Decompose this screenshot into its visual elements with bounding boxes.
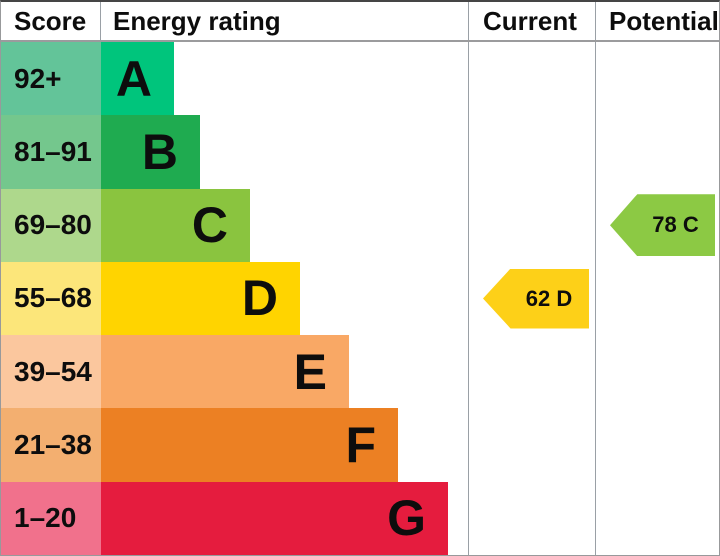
band-bar: E — [101, 335, 349, 409]
band-score-range: 55–68 — [1, 261, 101, 336]
band-row: 69–80 C — [1, 188, 468, 262]
band-bar: A — [101, 42, 174, 116]
band-letter: E — [293, 343, 327, 400]
band-bar-area: D — [101, 261, 468, 336]
band-bar-area: A — [101, 42, 468, 116]
header-current: Current — [468, 2, 595, 40]
chart-body: 92+ A 81–91 B 69–80 C 55–68 D — [1, 42, 719, 555]
potential-rating-label: 78 C — [652, 212, 699, 238]
band-letter: A — [115, 50, 152, 107]
chart-header: Score Energy rating Current Potential — [1, 2, 719, 42]
band-letter: G — [387, 490, 426, 547]
header-energy-rating: Energy rating — [113, 5, 281, 36]
band-letter: C — [191, 197, 228, 254]
header-potential: Potential — [595, 2, 719, 40]
potential-rating-arrow: 78 C — [610, 194, 715, 257]
band-bar: B — [101, 115, 200, 189]
band-bar-area: C — [101, 188, 468, 262]
band-row: 39–54 E — [1, 335, 468, 409]
current-column: 62 D — [468, 42, 595, 555]
band-bar: G — [101, 481, 448, 555]
band-row: 92+ A — [1, 42, 468, 116]
band-letter: F — [345, 417, 376, 474]
band-letter: D — [241, 270, 278, 327]
band-score-range: 92+ — [1, 42, 101, 116]
band-bar: C — [101, 188, 250, 262]
band-row: 55–68 D — [1, 261, 468, 336]
current-rating-arrow: 62 D — [483, 268, 589, 329]
band-bar-area: F — [101, 408, 468, 482]
band-row: 1–20 G — [1, 481, 468, 555]
band-bar-area: E — [101, 335, 468, 409]
band-bar-area: G — [101, 481, 468, 555]
potential-column: 78 C — [595, 42, 719, 555]
header-score: Score — [1, 2, 101, 40]
band-score-range: 81–91 — [1, 115, 101, 189]
band-score-range: 39–54 — [1, 335, 101, 409]
band-score-range: 21–38 — [1, 408, 101, 482]
band-letter: B — [141, 123, 178, 180]
band-score-range: 1–20 — [1, 481, 101, 555]
band-row: 81–91 B — [1, 115, 468, 189]
band-row: 21–38 F — [1, 408, 468, 482]
band-bar-area: B — [101, 115, 468, 189]
band-bar: D — [101, 261, 300, 336]
band-bar: F — [101, 408, 398, 482]
rating-bands: 92+ A 81–91 B 69–80 C 55–68 D — [1, 42, 468, 555]
band-score-range: 69–80 — [1, 188, 101, 262]
current-rating-label: 62 D — [525, 285, 573, 311]
